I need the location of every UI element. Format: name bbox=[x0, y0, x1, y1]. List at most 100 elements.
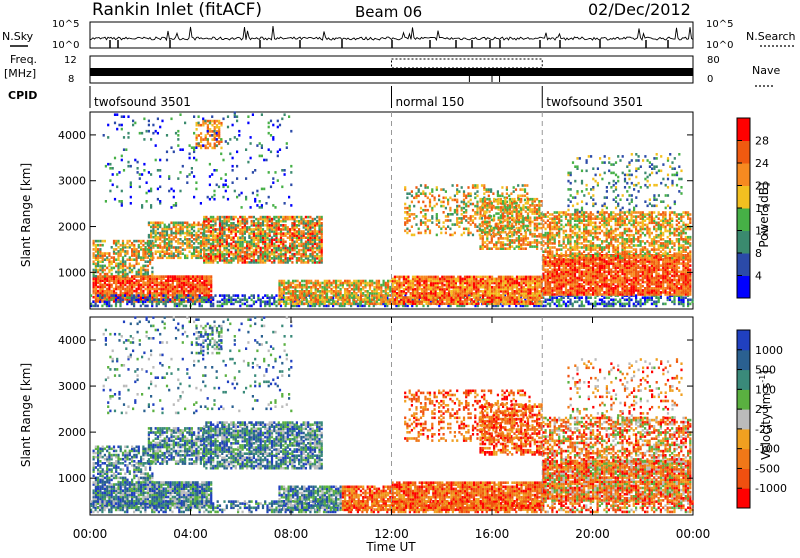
heatmap-cell bbox=[554, 296, 556, 299]
heatmap-cell bbox=[131, 242, 133, 245]
heatmap-cell bbox=[106, 256, 108, 259]
heatmap-cell bbox=[208, 234, 210, 237]
heatmap-cell bbox=[394, 298, 396, 301]
heatmap-cell bbox=[95, 244, 97, 247]
heatmap-cell bbox=[450, 290, 452, 293]
heatmap-cell bbox=[275, 255, 277, 258]
heatmap-cell bbox=[165, 275, 167, 278]
heatmap-cell bbox=[176, 275, 178, 278]
heatmap-cell bbox=[136, 271, 138, 274]
heatmap-cell bbox=[539, 276, 541, 279]
heatmap-cell bbox=[244, 216, 246, 219]
heatmap-cell bbox=[480, 298, 482, 301]
heatmap-cell bbox=[181, 275, 183, 278]
heatmap-cell bbox=[223, 294, 225, 297]
heatmap-cell bbox=[110, 294, 112, 297]
heatmap-cell bbox=[166, 238, 168, 241]
heatmap-cell bbox=[281, 288, 283, 291]
heatmap-cell bbox=[468, 296, 470, 299]
heatmap-cell bbox=[115, 275, 117, 278]
heatmap-cell bbox=[482, 276, 484, 279]
heatmap-cell bbox=[187, 294, 189, 297]
heatmap-cell bbox=[472, 184, 474, 187]
heatmap-cell bbox=[330, 302, 332, 305]
heatmap-cell bbox=[145, 265, 147, 268]
heatmap-cell bbox=[493, 243, 495, 246]
heatmap-cell bbox=[264, 216, 266, 219]
heatmap-cell bbox=[289, 216, 291, 219]
heatmap-cell bbox=[396, 276, 398, 279]
heatmap-cell bbox=[271, 294, 273, 297]
heatmap-cell bbox=[420, 211, 422, 214]
heatmap-cell bbox=[173, 252, 175, 255]
heatmap-cell bbox=[285, 286, 287, 289]
heatmap-cell bbox=[184, 242, 186, 245]
heatmap-cell bbox=[471, 276, 473, 279]
heatmap-cell bbox=[138, 244, 140, 247]
heatmap-cell bbox=[207, 124, 209, 127]
heatmap-cell bbox=[355, 292, 357, 295]
heatmap-cell bbox=[205, 134, 207, 137]
heatmap-cell bbox=[443, 225, 445, 228]
heatmap-cell bbox=[183, 305, 185, 308]
heatmap-cell bbox=[156, 303, 158, 306]
heatmap-cell bbox=[203, 216, 205, 219]
heatmap-cell bbox=[214, 253, 216, 256]
heatmap-cell bbox=[475, 276, 477, 279]
heatmap-cell bbox=[278, 245, 280, 248]
heatmap-cell bbox=[200, 236, 202, 239]
heatmap-cell bbox=[288, 302, 290, 305]
heatmap-cell bbox=[340, 288, 342, 291]
heatmap-cell bbox=[131, 248, 133, 251]
heatmap-cell bbox=[151, 271, 153, 274]
heatmap-cell bbox=[479, 235, 481, 238]
heatmap-cell bbox=[287, 216, 289, 219]
heatmap-cell bbox=[145, 282, 147, 285]
heatmap-cell bbox=[458, 205, 460, 208]
heatmap-cell bbox=[169, 275, 171, 278]
heatmap-cell bbox=[262, 251, 264, 254]
heatmap-cell bbox=[133, 290, 135, 293]
heatmap-cell bbox=[151, 301, 153, 304]
heatmap-cell bbox=[477, 302, 479, 305]
heatmap-cell bbox=[198, 234, 200, 237]
heatmap-cell bbox=[463, 228, 465, 231]
heatmap-cell bbox=[233, 294, 235, 297]
heatmap-cell bbox=[340, 280, 342, 283]
heatmap-cell bbox=[443, 201, 445, 204]
heatmap-cell bbox=[297, 280, 299, 283]
heatmap-cell bbox=[418, 228, 420, 231]
heatmap-cell bbox=[248, 226, 250, 229]
heatmap-cell bbox=[362, 298, 364, 301]
heatmap-cell bbox=[324, 296, 326, 299]
heatmap-cell bbox=[309, 220, 311, 223]
heatmap-cell bbox=[524, 188, 526, 191]
heatmap-cell bbox=[197, 294, 199, 297]
heatmap-cell bbox=[124, 269, 126, 272]
heatmap-cell bbox=[230, 243, 232, 246]
heatmap-cell bbox=[445, 197, 447, 200]
heatmap-cell bbox=[479, 229, 481, 232]
heatmap-cell bbox=[122, 299, 124, 302]
heatmap-cell bbox=[337, 284, 339, 287]
heatmap-cell bbox=[176, 303, 178, 306]
heatmap-cell bbox=[635, 305, 637, 308]
heatmap-cell bbox=[266, 243, 268, 246]
heatmap-cell bbox=[416, 276, 418, 279]
heatmap-cell bbox=[102, 244, 104, 247]
heatmap-cell bbox=[601, 299, 603, 302]
heatmap-cell bbox=[411, 234, 413, 237]
heatmap-cell bbox=[472, 203, 474, 206]
heatmap-cell bbox=[219, 294, 221, 297]
heatmap-cell bbox=[344, 280, 346, 283]
heatmap-cell bbox=[156, 275, 158, 278]
heatmap-cell bbox=[102, 275, 104, 278]
heatmap-cell bbox=[211, 147, 213, 150]
heatmap-cell bbox=[198, 250, 200, 253]
heatmap-cell bbox=[532, 292, 534, 295]
heatmap-cell bbox=[421, 284, 423, 287]
heatmap-cell bbox=[174, 296, 176, 299]
heatmap-cell bbox=[294, 216, 296, 219]
heatmap-cell bbox=[473, 292, 475, 295]
heatmap-cell bbox=[461, 213, 463, 216]
